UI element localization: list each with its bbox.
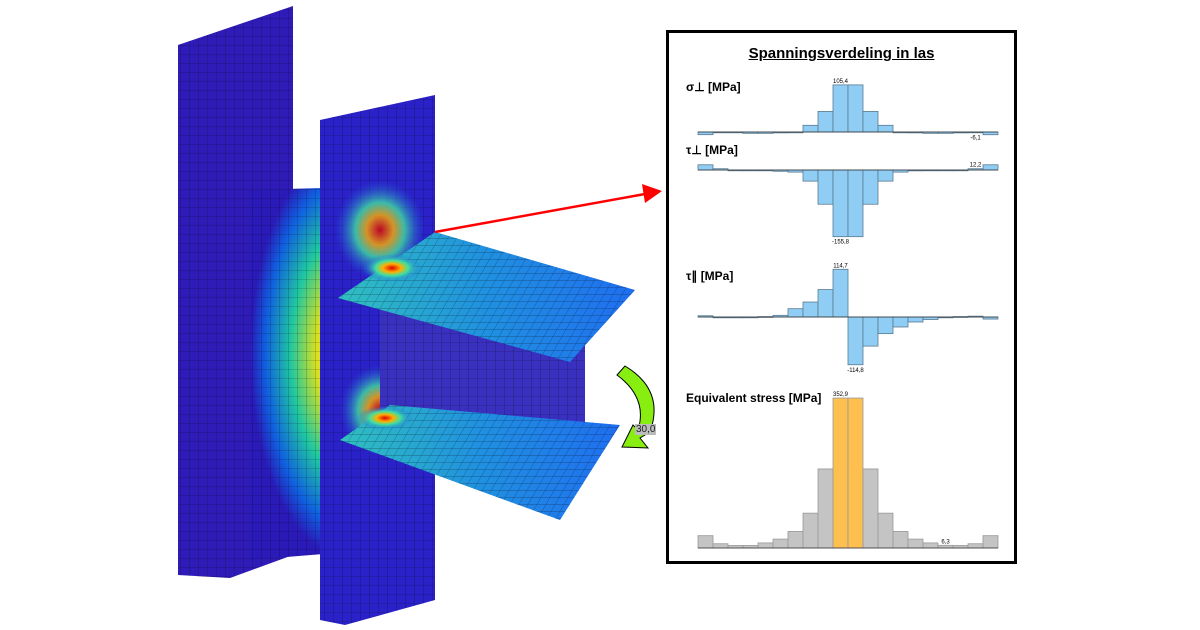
histogram-bar — [967, 543, 984, 549]
arrow-head-icon — [642, 184, 662, 203]
data-label: 12,2 — [970, 163, 982, 169]
histogram-bar — [832, 84, 849, 133]
histogram-bar — [787, 308, 804, 318]
histogram-bar — [877, 316, 894, 335]
histogram-bar — [817, 169, 834, 205]
histogram-bar — [712, 543, 729, 549]
histogram-bar — [877, 124, 894, 133]
data-label: -155,8 — [832, 240, 850, 246]
histogram-bar — [877, 512, 894, 549]
histogram-bar — [847, 397, 864, 549]
data-label: 105,4 — [833, 79, 849, 85]
histogram-bar — [862, 316, 879, 347]
histogram-bar — [862, 468, 879, 549]
histogram-bar — [817, 111, 834, 133]
moment-value-label: 30,0 — [635, 424, 657, 435]
data-label: 114,7 — [833, 263, 848, 269]
histogram-bar — [802, 169, 819, 182]
pointer-arrow — [434, 192, 646, 234]
histogram-bar — [697, 131, 714, 136]
histogram-bar — [817, 289, 834, 318]
data-label: -6,1 — [970, 135, 981, 141]
data-label: -114,8 — [847, 368, 864, 374]
histogram-bar — [982, 164, 999, 171]
histogram-bar — [832, 268, 849, 318]
histogram-bar — [847, 169, 864, 238]
histogram-bar — [847, 84, 864, 133]
chart-title-equivalent: Equivalent stress [MPa] — [686, 391, 822, 405]
weld-stress-panel: Spanningsverdeling in las σ⊥ [MPa] τ⊥ [M… — [666, 30, 1017, 564]
data-label: 6,3 — [941, 539, 950, 545]
histogram-bar — [802, 512, 819, 549]
chart-title-tau-par: τ∥ [MPa] — [686, 269, 734, 283]
moment-arrow-icon — [616, 365, 655, 449]
histogram-bar — [892, 531, 909, 549]
histogram-bar — [907, 538, 924, 549]
histogram-bar — [982, 535, 999, 549]
histogram-bar — [832, 169, 849, 238]
histogram-bar — [787, 531, 804, 549]
histogram-bar — [877, 169, 894, 182]
data-label: 352,9 — [833, 392, 849, 398]
histogram-bar — [697, 164, 714, 171]
histogram-bar — [817, 468, 834, 549]
histogram-bar — [937, 544, 954, 549]
histogram-bar — [847, 316, 864, 366]
histogram-bar — [982, 131, 999, 136]
panel-title: Spanningsverdeling in las — [748, 45, 935, 62]
histogram-bar — [862, 169, 879, 205]
chart-title-tau-perp: τ⊥ [MPa] — [686, 143, 738, 157]
histograms: 105,4 -6,1 -155,8 12,2 114,7 -114,8 352,9 6,3 — [697, 79, 999, 549]
histogram-bar — [772, 538, 789, 549]
histogram-bar — [832, 397, 849, 549]
chart-title-sigma-perp: σ⊥ [MPa] — [686, 80, 741, 94]
histogram-bar — [862, 111, 879, 133]
histogram-bar — [802, 301, 819, 318]
histogram-bar — [892, 316, 909, 328]
histogram-bar — [697, 535, 714, 549]
histogram-bar — [802, 124, 819, 133]
histogram-bar — [907, 316, 924, 323]
histogram-bar — [922, 542, 939, 549]
histogram-bar — [757, 542, 774, 549]
